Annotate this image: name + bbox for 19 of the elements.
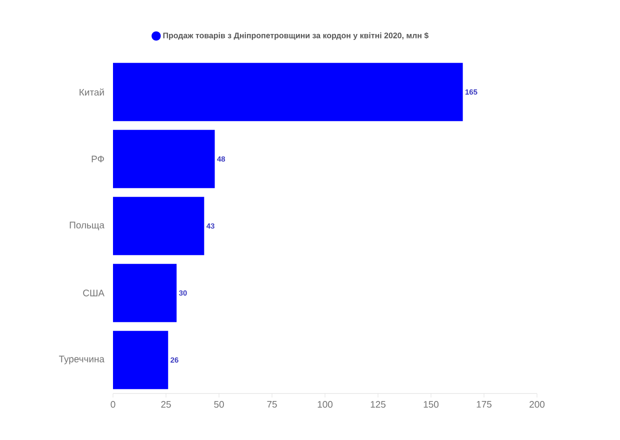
x-tick-label: 150 [424, 401, 439, 408]
x-tick-label: 200 [530, 401, 545, 408]
y-tick-label: США [83, 290, 104, 296]
y-tick-label: РФ [92, 156, 104, 162]
x-tick-label: 75 [267, 401, 277, 408]
x-tick-label: 125 [370, 401, 386, 408]
y-tick-label: Китай [80, 88, 104, 96]
bar [113, 196, 204, 256]
x-tick-label: 175 [476, 401, 492, 408]
bar [113, 264, 177, 322]
y-tick-label: Польща [70, 222, 104, 230]
x-tick-label: 25 [161, 401, 171, 408]
x-tick-label: 0 [110, 401, 116, 408]
y-tick-label: Туреччина [58, 356, 104, 364]
x-tick-label: 100 [318, 401, 333, 408]
bar [113, 62, 463, 122]
bar [113, 130, 215, 188]
bar [113, 330, 168, 390]
x-tick-label: 50 [214, 401, 224, 408]
